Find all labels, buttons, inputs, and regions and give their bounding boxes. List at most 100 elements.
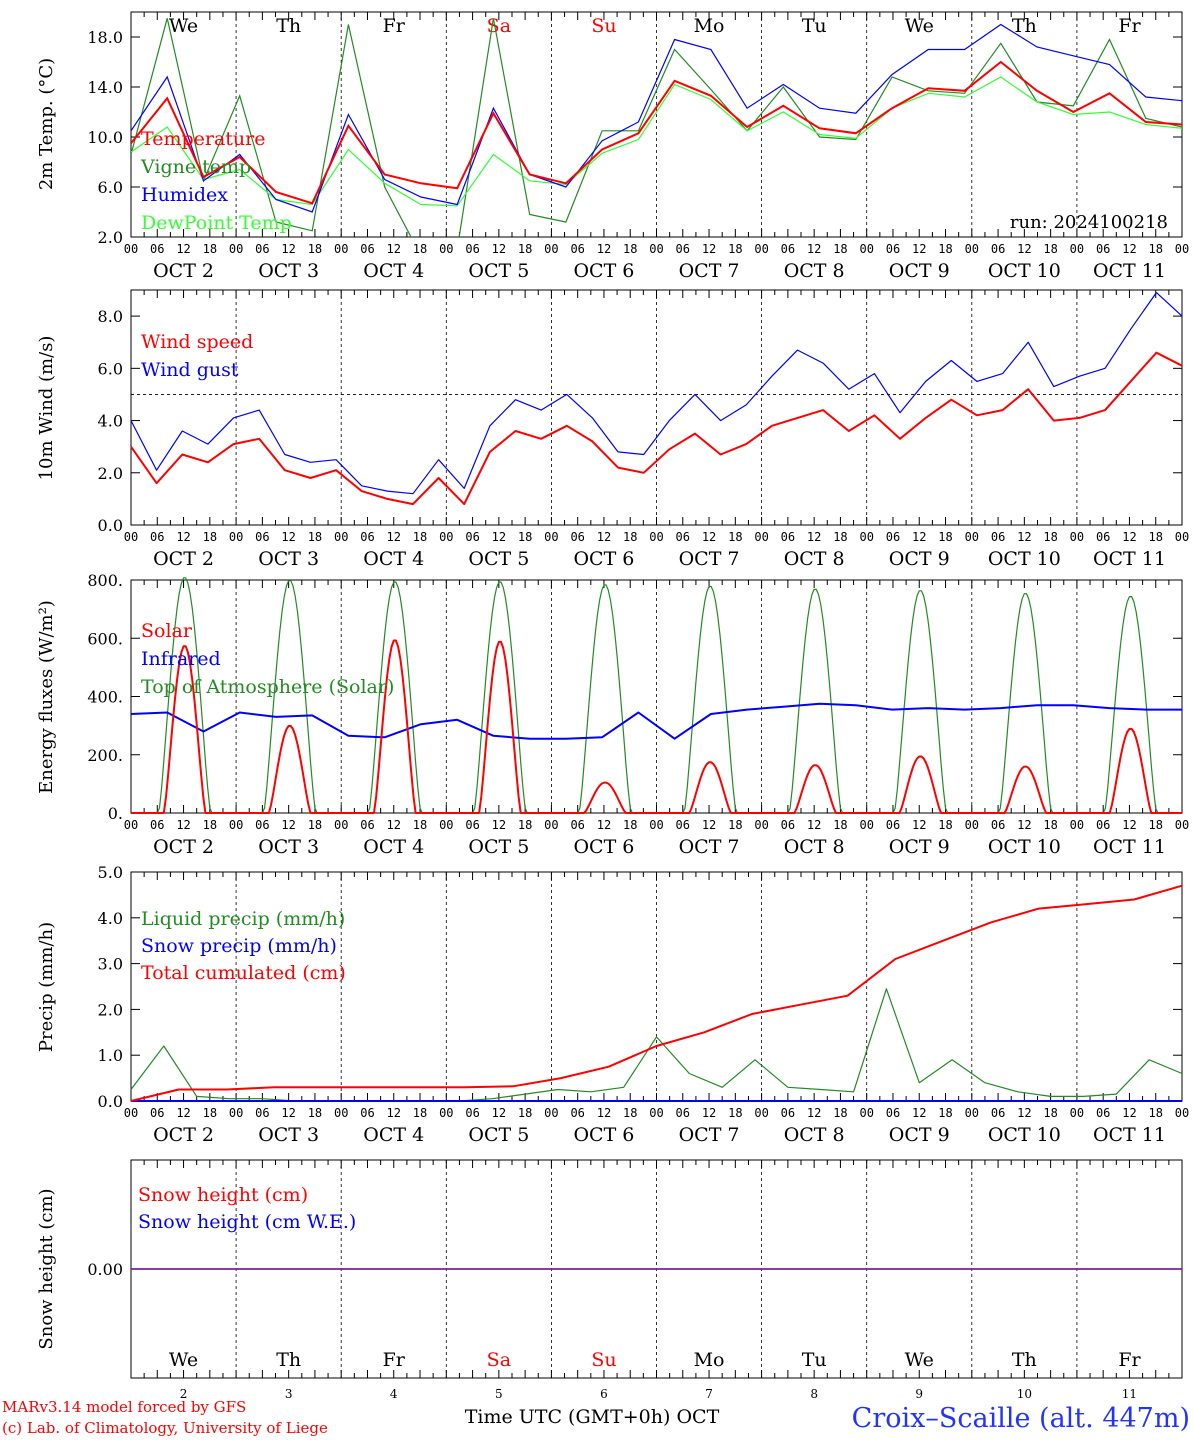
hour-tick-label: 00 [1175, 818, 1189, 832]
y-axis-label-2: 10m Wind (m/s) [36, 336, 57, 481]
y-tick-label: 0.0 [98, 1092, 123, 1111]
day-number-label: 2 [180, 1387, 188, 1401]
copyright-credit: (c) Lab. of Climatology, University of L… [2, 1419, 328, 1437]
day-name-label: Fr [1118, 1349, 1141, 1371]
hour-tick-label: 00 [334, 242, 348, 256]
hour-tick-label: 00 [649, 242, 663, 256]
hour-tick-label: 12 [702, 242, 716, 256]
y-tick-label: 2.0 [98, 464, 123, 483]
legend-entry: Infrared [141, 648, 221, 670]
day-name-label: Th [276, 15, 301, 37]
y-tick-label: 8.0 [98, 307, 123, 326]
day-name-label: Fr [1118, 15, 1141, 37]
y-tick-label: 6.0 [98, 359, 123, 378]
date-label: OCT 4 [363, 548, 424, 570]
hour-tick-label: 12 [1017, 818, 1031, 832]
day-number-label: 3 [285, 1387, 293, 1401]
hour-tick-label: 00 [649, 530, 663, 544]
legend-entry: Wind speed [141, 331, 253, 353]
legend-entry: Humidex [141, 184, 228, 206]
hour-tick-label: 06 [781, 530, 795, 544]
hour-tick-label: 12 [912, 530, 926, 544]
date-label: OCT 10 [988, 548, 1061, 570]
day-number-label: 8 [810, 1387, 818, 1401]
series-line-infrared [130, 702, 1182, 740]
hour-tick-label: 00 [859, 242, 873, 256]
y-tick-label: 0.0 [98, 516, 123, 535]
hour-tick-label: 00 [1070, 1106, 1084, 1120]
hour-tick-label: 12 [807, 242, 821, 256]
date-label: OCT 3 [258, 1124, 319, 1146]
y-tick-label: 200. [87, 746, 123, 765]
hour-tick-label: 06 [255, 242, 269, 256]
hour-tick-label: 00 [649, 818, 663, 832]
hour-tick-label: 00 [229, 818, 243, 832]
day-name-label: Sa [487, 15, 511, 37]
day-name-label: Sa [487, 1349, 511, 1371]
y-tick-label: 4.0 [98, 909, 123, 928]
hour-tick-label: 06 [570, 530, 584, 544]
day-number-label: 10 [1017, 1387, 1032, 1401]
date-label: OCT 10 [988, 1124, 1061, 1146]
hour-tick-label: 12 [702, 1106, 716, 1120]
hour-tick-label: 12 [281, 242, 295, 256]
legend-entry: Temperature [141, 128, 265, 150]
model-credit: MARv3.14 model forced by GFS [2, 1398, 246, 1416]
date-label: OCT 5 [468, 836, 529, 858]
hour-tick-label: 18 [728, 818, 742, 832]
hour-tick-label: 06 [1096, 1106, 1110, 1120]
hour-tick-label: 18 [518, 242, 532, 256]
date-label: OCT 5 [468, 548, 529, 570]
hour-tick-label: 18 [623, 242, 637, 256]
hour-tick-label: 18 [1148, 530, 1162, 544]
hour-tick-label: 12 [1017, 1106, 1031, 1120]
hour-tick-label: 00 [1175, 530, 1189, 544]
hour-tick-label: 12 [281, 530, 295, 544]
hour-tick-label: 12 [176, 242, 190, 256]
y-tick-label: 400. [87, 688, 123, 707]
x-axis-label: Time UTC (GMT+0h) OCT [465, 1406, 720, 1428]
hour-tick-label: 00 [1070, 530, 1084, 544]
hour-tick-label: 06 [781, 242, 795, 256]
hour-tick-label: 18 [1043, 1106, 1057, 1120]
y-tick-label: 0.00 [87, 1260, 123, 1279]
hour-tick-label: 18 [728, 1106, 742, 1120]
hour-tick-label: 12 [807, 818, 821, 832]
day-name-label: Th [276, 1349, 301, 1371]
date-label: OCT 3 [258, 548, 319, 570]
day-number-label: 6 [600, 1387, 608, 1401]
y-tick-label: 800. [87, 571, 123, 590]
hour-tick-label: 18 [728, 530, 742, 544]
hour-tick-label: 18 [413, 1106, 427, 1120]
hour-tick-label: 06 [465, 818, 479, 832]
legend-entry: Total cumulated (cm) [141, 962, 346, 984]
hour-tick-label: 18 [413, 530, 427, 544]
hour-tick-label: 00 [439, 242, 453, 256]
hour-tick-label: 06 [676, 1106, 690, 1120]
hour-tick-label: 12 [912, 1106, 926, 1120]
day-name-label: Mo [694, 1349, 725, 1371]
date-label: OCT 8 [784, 260, 845, 282]
hour-tick-label: 12 [281, 818, 295, 832]
hour-tick-label: 18 [308, 242, 322, 256]
legend-entry: DewPoint Temp [141, 212, 292, 234]
day-name-label: Fr [383, 15, 406, 37]
hour-tick-label: 12 [1017, 530, 1031, 544]
hour-tick-label: 06 [991, 1106, 1005, 1120]
hour-tick-label: 00 [965, 1106, 979, 1120]
date-label: OCT 6 [573, 836, 634, 858]
legend-entry: Snow height (cm) [138, 1184, 308, 1206]
hour-tick-label: 12 [1122, 242, 1136, 256]
hour-tick-label: 12 [807, 1106, 821, 1120]
hour-tick-label: 12 [176, 1106, 190, 1120]
hour-tick-label: 06 [360, 530, 374, 544]
hour-tick-label: 12 [176, 530, 190, 544]
hour-tick-label: 12 [597, 530, 611, 544]
hour-tick-label: 12 [912, 242, 926, 256]
hour-tick-label: 18 [833, 530, 847, 544]
hour-tick-label: 00 [334, 1106, 348, 1120]
hour-tick-label: 18 [1148, 1106, 1162, 1120]
hour-tick-label: 18 [938, 530, 952, 544]
hour-tick-label: 12 [1122, 1106, 1136, 1120]
hour-tick-label: 06 [1096, 242, 1110, 256]
